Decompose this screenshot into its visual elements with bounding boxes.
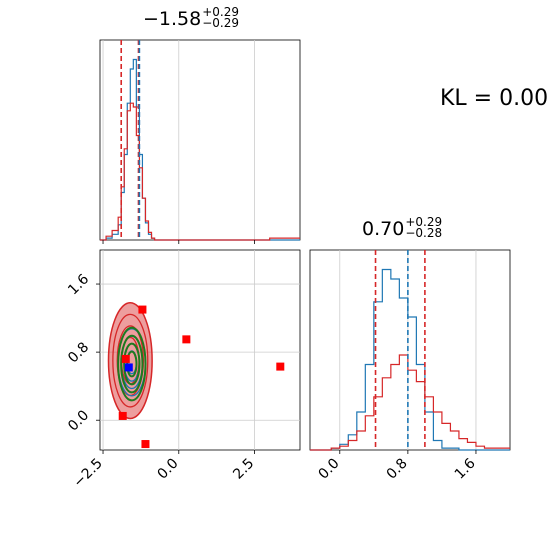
grid-layer [100,40,477,450]
scatter-ytick-label-0: 0.0 [65,407,92,434]
scatter-ytick-label-1: 0.8 [65,339,92,366]
panel-title-param1: −1.58 +0.29 −0.29 [143,5,240,31]
kl-annotation: KL = 0.00 [440,86,549,111]
contour-green-1 [117,326,147,402]
contour-red-1 [112,313,149,408]
param1-hist-red [100,102,300,241]
scatter-xtick-label-0: −2.5 [71,456,106,491]
param2-lower-error: −0.28 [405,226,443,240]
red-marker-3 [121,354,130,363]
param1-hist-blue [100,58,300,241]
param1-lower-error: −0.29 [202,16,240,30]
scatter-xtick-label-1: 0.0 [155,456,182,483]
scatter-ytick-label-2: 1.6 [65,271,92,298]
contour-green-3 [123,342,141,386]
red-marker-1 [182,335,191,344]
red-marker-2 [276,362,285,371]
panel-title-param2: 0.70 +0.29 −0.28 [362,215,443,241]
param2-xtick-label-1: 0.8 [384,456,411,483]
panel-param2-marginal-frame [309,249,511,451]
param2-xtick-label-2: 1.6 [452,455,479,482]
red-marker-4 [118,411,127,420]
blue-marker-0 [124,363,133,372]
contour-green-2 [120,334,144,394]
panel-scatter-frame [99,249,301,451]
param1-upper-error: +0.29 [202,5,240,19]
param2-xtick-label-0: 0.0 [316,456,343,483]
param2-value: 0.70 [362,218,405,240]
param2-upper-error: +0.29 [405,215,443,229]
red-marker-0 [138,305,147,314]
param1-value: −1.58 [143,8,202,30]
red-marker-5 [141,440,150,449]
data-layer [100,40,510,451]
scatter-xtick-label-2: 2.5 [230,456,257,483]
